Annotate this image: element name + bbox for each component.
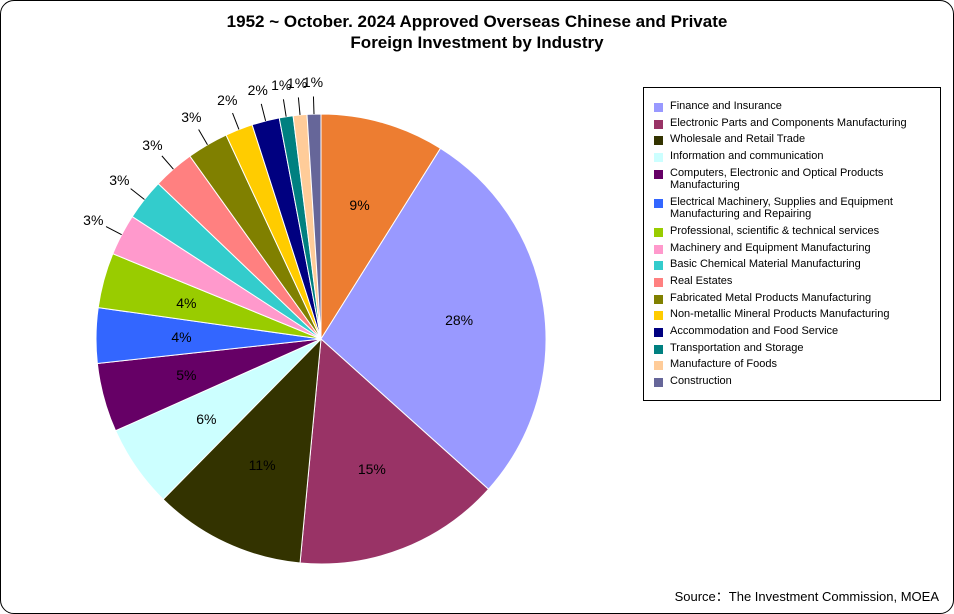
legend-swatch <box>654 228 663 237</box>
title-line-1: 1952 ~ October. 2024 Approved Overseas C… <box>227 12 728 31</box>
legend-label: Professional, scientific & technical ser… <box>670 225 879 238</box>
pct-label: 4% <box>171 329 191 345</box>
legend-swatch <box>654 103 663 112</box>
pct-label: 15% <box>358 461 386 477</box>
legend-label: Transportation and Storage <box>670 342 804 355</box>
leader-line <box>131 189 145 200</box>
legend-label: Electronic Parts and Components Manufact… <box>670 117 907 130</box>
legend-swatch <box>654 361 663 370</box>
pct-label: 6% <box>196 411 216 427</box>
pct-label: 1% <box>303 74 323 90</box>
legend-swatch <box>654 328 663 337</box>
legend-label: Accommodation and Food Service <box>670 325 838 338</box>
source-text: Source：The Investment Commission, MOEA <box>675 586 939 605</box>
leader-line <box>313 97 314 115</box>
legend-label: Manufacture of Foods <box>670 358 777 371</box>
legend-item: Transportation and Storage <box>654 342 930 355</box>
pct-label: 3% <box>142 137 162 153</box>
legend-swatch <box>654 295 663 304</box>
legend-label: Finance and Insurance <box>670 100 782 113</box>
legend-item: Information and communication <box>654 150 930 163</box>
legend-item: Electrical Machinery, Supplies and Equip… <box>654 196 930 221</box>
legend-item: Machinery and Equipment Manufacturing <box>654 242 930 255</box>
legend-item: Real Estates <box>654 275 930 288</box>
leader-line <box>298 97 300 115</box>
pct-label: 28% <box>445 312 473 328</box>
leader-line <box>106 227 122 235</box>
legend-swatch <box>654 311 663 320</box>
legend-item: Wholesale and Retail Trade <box>654 133 930 146</box>
legend-item: Non-metallic Mineral Products Manufactur… <box>654 308 930 321</box>
pct-label: 2% <box>217 92 237 108</box>
legend-swatch <box>654 278 663 287</box>
pct-label: 2% <box>248 82 268 98</box>
legend-swatch <box>654 345 663 354</box>
pct-label: 11% <box>249 457 276 473</box>
legend-swatch <box>654 199 663 208</box>
legend-item: Computers, Electronic and Optical Produc… <box>654 167 930 192</box>
leader-line <box>261 104 265 121</box>
pct-label: 9% <box>349 197 369 213</box>
legend-swatch <box>654 136 663 145</box>
legend-label: Information and communication <box>670 150 823 163</box>
legend-label: Real Estates <box>670 275 732 288</box>
pct-label: 4% <box>176 295 196 311</box>
leader-line <box>283 99 286 116</box>
title-line-2: Foreign Investment by Industry <box>350 33 603 52</box>
leader-line <box>199 130 208 145</box>
legend-item: Professional, scientific & technical ser… <box>654 225 930 238</box>
legend-label: Wholesale and Retail Trade <box>670 133 805 146</box>
legend-label: Electrical Machinery, Supplies and Equip… <box>670 196 930 221</box>
pct-label: 3% <box>83 212 103 228</box>
legend-swatch <box>654 245 663 254</box>
legend-item: Accommodation and Food Service <box>654 325 930 338</box>
legend-swatch <box>654 261 663 270</box>
legend-item: Construction <box>654 375 930 388</box>
pie-chart: 9%28%15%11%6%5%4%4%3%3%3%3%2%2%1%1%1% <box>11 71 631 601</box>
leader-line <box>162 156 174 169</box>
chart-frame: 1952 ~ October. 2024 Approved Overseas C… <box>0 0 954 614</box>
legend-label: Machinery and Equipment Manufacturing <box>670 242 871 255</box>
pct-label: 3% <box>181 109 201 125</box>
legend-label: Basic Chemical Material Manufacturing <box>670 258 861 271</box>
pct-label: 3% <box>109 172 129 188</box>
legend-swatch <box>654 378 663 387</box>
legend-item: Finance and Insurance <box>654 100 930 113</box>
legend-label: Computers, Electronic and Optical Produc… <box>670 167 930 192</box>
legend-swatch <box>654 120 663 129</box>
legend: Finance and Insurance Electronic Parts an… <box>643 87 941 401</box>
legend-item: Manufacture of Foods <box>654 358 930 371</box>
legend-label: Construction <box>670 375 732 388</box>
legend-item: Fabricated Metal Products Manufacturing <box>654 292 930 305</box>
legend-item: Basic Chemical Material Manufacturing <box>654 258 930 271</box>
pct-label: 5% <box>176 367 196 383</box>
pie-svg <box>11 71 631 601</box>
legend-swatch <box>654 153 663 162</box>
legend-label: Non-metallic Mineral Products Manufactur… <box>670 308 889 321</box>
leader-line <box>233 113 239 129</box>
legend-label: Fabricated Metal Products Manufacturing <box>670 292 871 305</box>
legend-swatch <box>654 170 663 179</box>
chart-title: 1952 ~ October. 2024 Approved Overseas C… <box>1 11 953 54</box>
legend-item: Electronic Parts and Components Manufact… <box>654 117 930 130</box>
